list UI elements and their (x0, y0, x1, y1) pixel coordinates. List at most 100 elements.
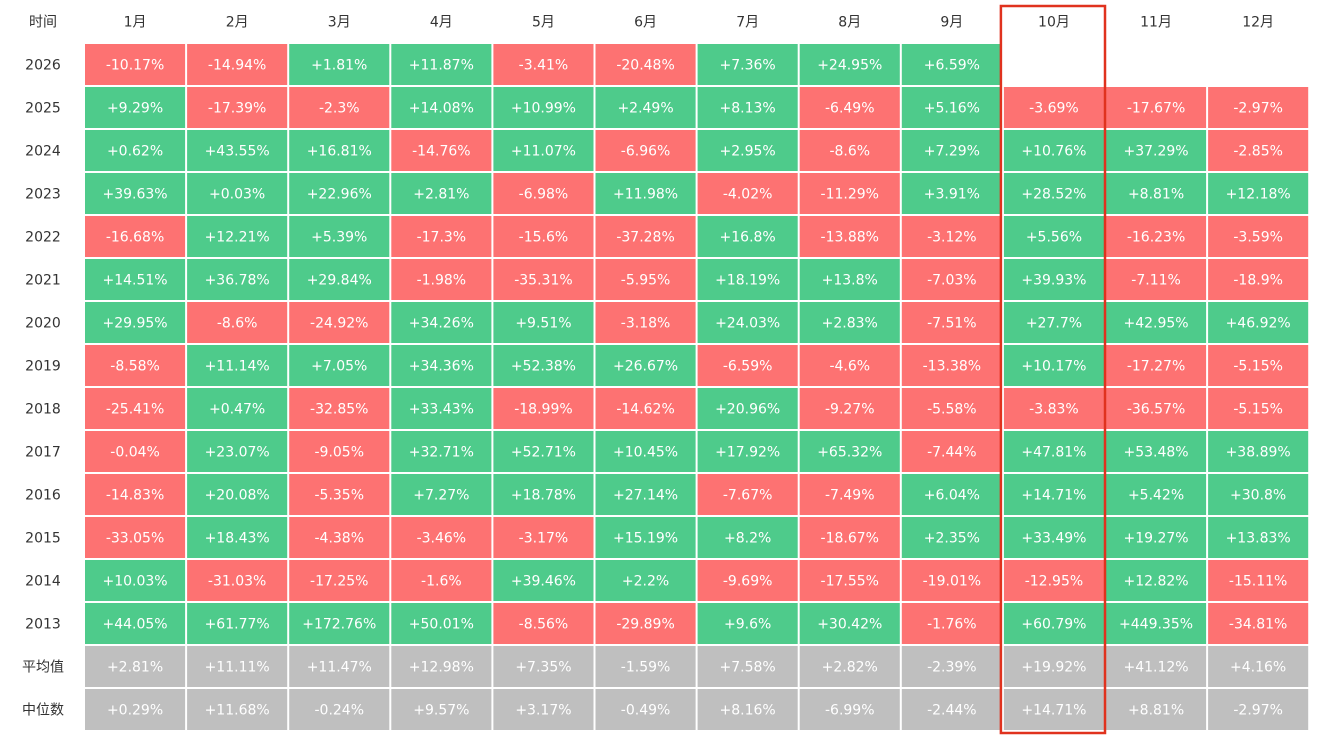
heatmap-cell (493, 689, 594, 730)
cell-value: -9.27% (825, 402, 875, 418)
row-label: 2020 (25, 316, 61, 332)
month-header: 6月 (634, 15, 657, 31)
heatmap-cell (493, 259, 594, 300)
heatmap-cell (289, 173, 390, 214)
cell-value: +17.92% (715, 445, 780, 461)
heatmap-cell (493, 474, 594, 515)
cell-value: +14.51% (102, 273, 167, 289)
cell-value: -17.55% (821, 574, 879, 590)
cell-value: -8.58% (110, 359, 160, 375)
cell-value: +9.29% (107, 101, 163, 117)
heatmap-cell (799, 173, 900, 214)
cell-value: -12.95% (1025, 574, 1083, 590)
heatmap-cell (595, 689, 696, 730)
cell-value: +20.96% (715, 402, 780, 418)
cell-value: -6.99% (825, 703, 875, 719)
cell-value: +9.6% (724, 617, 771, 633)
month-header: 9月 (940, 15, 963, 31)
cell-value: +5.39% (311, 230, 367, 246)
heatmap-cell (1003, 646, 1104, 687)
cell-value: +1.81% (311, 58, 367, 74)
cell-value: +20.08% (205, 488, 270, 504)
heatmap-cell (187, 44, 288, 85)
cell-value: -3.69% (1029, 101, 1079, 117)
cell-value: -4.02% (723, 187, 773, 203)
cell-value: -3.17% (519, 531, 569, 547)
cell-value: +5.42% (1128, 488, 1184, 504)
heatmap-cell (901, 517, 1002, 558)
heatmap-cell (799, 603, 900, 644)
heatmap-cell (493, 517, 594, 558)
month-header: 5月 (532, 15, 555, 31)
heatmap-cell (187, 689, 288, 730)
cell-value: +11.68% (205, 703, 270, 719)
heatmap-cell (901, 130, 1002, 171)
heatmap-cell (289, 44, 390, 85)
cell-value: -6.49% (825, 101, 875, 117)
cell-value: +46.92% (1226, 316, 1291, 332)
cell-value: -0.04% (110, 445, 160, 461)
cell-value: +42.95% (1123, 316, 1188, 332)
heatmap-cell (85, 302, 186, 343)
cell-value: +52.71% (511, 445, 576, 461)
heatmap-cell (1208, 689, 1309, 730)
cell-value: +4.16% (1230, 660, 1286, 676)
cell-value: -34.81% (1229, 617, 1287, 633)
heatmap-cell (1003, 431, 1104, 472)
cell-value: +30.8% (1230, 488, 1286, 504)
heatmap-cell (493, 44, 594, 85)
cell-value: +9.57% (413, 703, 469, 719)
cell-value: +7.27% (413, 488, 469, 504)
heatmap-cell (697, 130, 798, 171)
cell-value: +39.63% (102, 187, 167, 203)
year-row: 2024 +0.62% +43.55% +16.81% -14.76% +11.07% -6… (25, 130, 1309, 171)
cell-value: +34.36% (409, 359, 474, 375)
cell-value: -25.41% (106, 402, 164, 418)
heatmap-cell (187, 216, 288, 257)
cell-value: +61.77% (205, 617, 270, 633)
heatmap-cell (85, 603, 186, 644)
heatmap-cell (799, 302, 900, 343)
heatmap-cell (697, 474, 798, 515)
cell-value: +47.81% (1021, 445, 1086, 461)
cell-value: +3.17% (515, 703, 571, 719)
row-label: 2013 (25, 617, 61, 633)
heatmap-cell (1003, 560, 1104, 601)
heatmap-cell (595, 388, 696, 429)
heatmap-cell (187, 474, 288, 515)
heatmap-cell (799, 259, 900, 300)
cell-value: +39.93% (1021, 273, 1086, 289)
cell-value: -8.56% (519, 617, 569, 633)
heatmap-cell (187, 87, 288, 128)
heatmap-cell (187, 259, 288, 300)
cell-value: +13.8% (822, 273, 878, 289)
heatmap-cell (697, 431, 798, 472)
cell-value: +8.81% (1128, 187, 1184, 203)
cell-value: +14.71% (1021, 488, 1086, 504)
heatmap-cell (391, 388, 492, 429)
cell-value: -6.96% (621, 144, 671, 160)
cell-value: +14.08% (409, 101, 474, 117)
cell-value: -3.59% (1233, 230, 1283, 246)
cell-value: +0.47% (209, 402, 265, 418)
cell-value: -9.69% (723, 574, 773, 590)
cell-value: +2.82% (822, 660, 878, 676)
heatmap-cell (799, 130, 900, 171)
cell-value: -2.85% (1233, 144, 1283, 160)
cell-value: -7.44% (927, 445, 977, 461)
year-row: 2023 +39.63% +0.03% +22.96% +2.81% -6.98% +11.… (25, 173, 1309, 214)
heatmap-cell (187, 130, 288, 171)
cell-value: -14.94% (208, 58, 266, 74)
cell-value: -2.39% (927, 660, 977, 676)
heatmap-cell (1208, 474, 1309, 515)
cell-value: +7.29% (924, 144, 980, 160)
cell-value: -6.59% (723, 359, 773, 375)
cell-value: +19.27% (1123, 531, 1188, 547)
cell-value: -18.99% (514, 402, 572, 418)
cell-value: +12.21% (205, 230, 270, 246)
heatmap-cell (85, 216, 186, 257)
year-row: 2014 +10.03% -31.03% -17.25% -1.6% +39.46% +2.… (25, 560, 1309, 601)
heatmap-cell (1003, 259, 1104, 300)
cell-value: -17.3% (417, 230, 467, 246)
heatmap-cell (595, 646, 696, 687)
